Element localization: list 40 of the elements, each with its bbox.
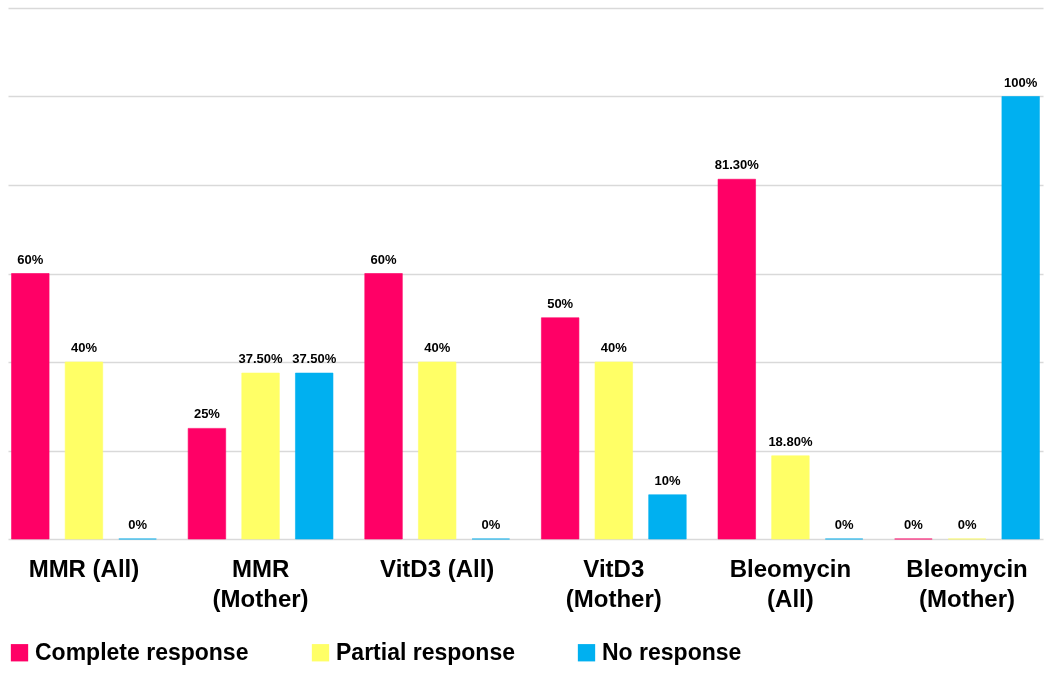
x-tick-label: Bleomycin (All) [729,554,852,612]
legend-label: Partial response [336,638,515,665]
bar [648,494,687,540]
data-label: 18.80% [768,433,813,449]
data-label: 37.50% [238,351,284,367]
data-label: 50% [547,295,574,311]
bar [364,273,403,540]
data-label: 10% [654,472,681,488]
bar [241,372,280,540]
bar [717,178,756,540]
data-label: 60% [17,251,44,267]
bar [541,317,580,540]
x-tick-label: VitD3 (All) [380,554,495,582]
bar [594,361,633,540]
x-tick-label: Bleomycin (Mother) [906,554,1028,612]
data-label: 81.30% [714,157,760,173]
bar [64,361,104,540]
data-label: 25% [193,406,221,422]
data-label: 40% [600,340,628,355]
data-label: 0% [128,517,148,532]
bar [1001,96,1040,540]
data-label: 0% [904,517,924,532]
x-tick-label: MMR (All) [28,554,140,582]
data-label: 40% [70,340,98,355]
data-label: 40% [424,340,451,355]
data-label: 0% [957,517,977,532]
bar [771,455,810,540]
data-label: 37.50% [292,351,337,367]
legend-label: No response [602,638,742,665]
bar [295,372,334,540]
data-label: 0% [481,517,501,532]
data-label: 60% [370,251,397,267]
x-tick-label: VitD3 (Mother) [565,554,662,612]
x-tick-label: MMR (Mother) [212,554,309,612]
bar [11,273,50,540]
legend-label: Complete response [35,638,249,665]
data-label: 100% [1004,74,1038,90]
bar [187,428,226,540]
data-label: 0% [834,517,854,532]
bar [418,361,457,540]
